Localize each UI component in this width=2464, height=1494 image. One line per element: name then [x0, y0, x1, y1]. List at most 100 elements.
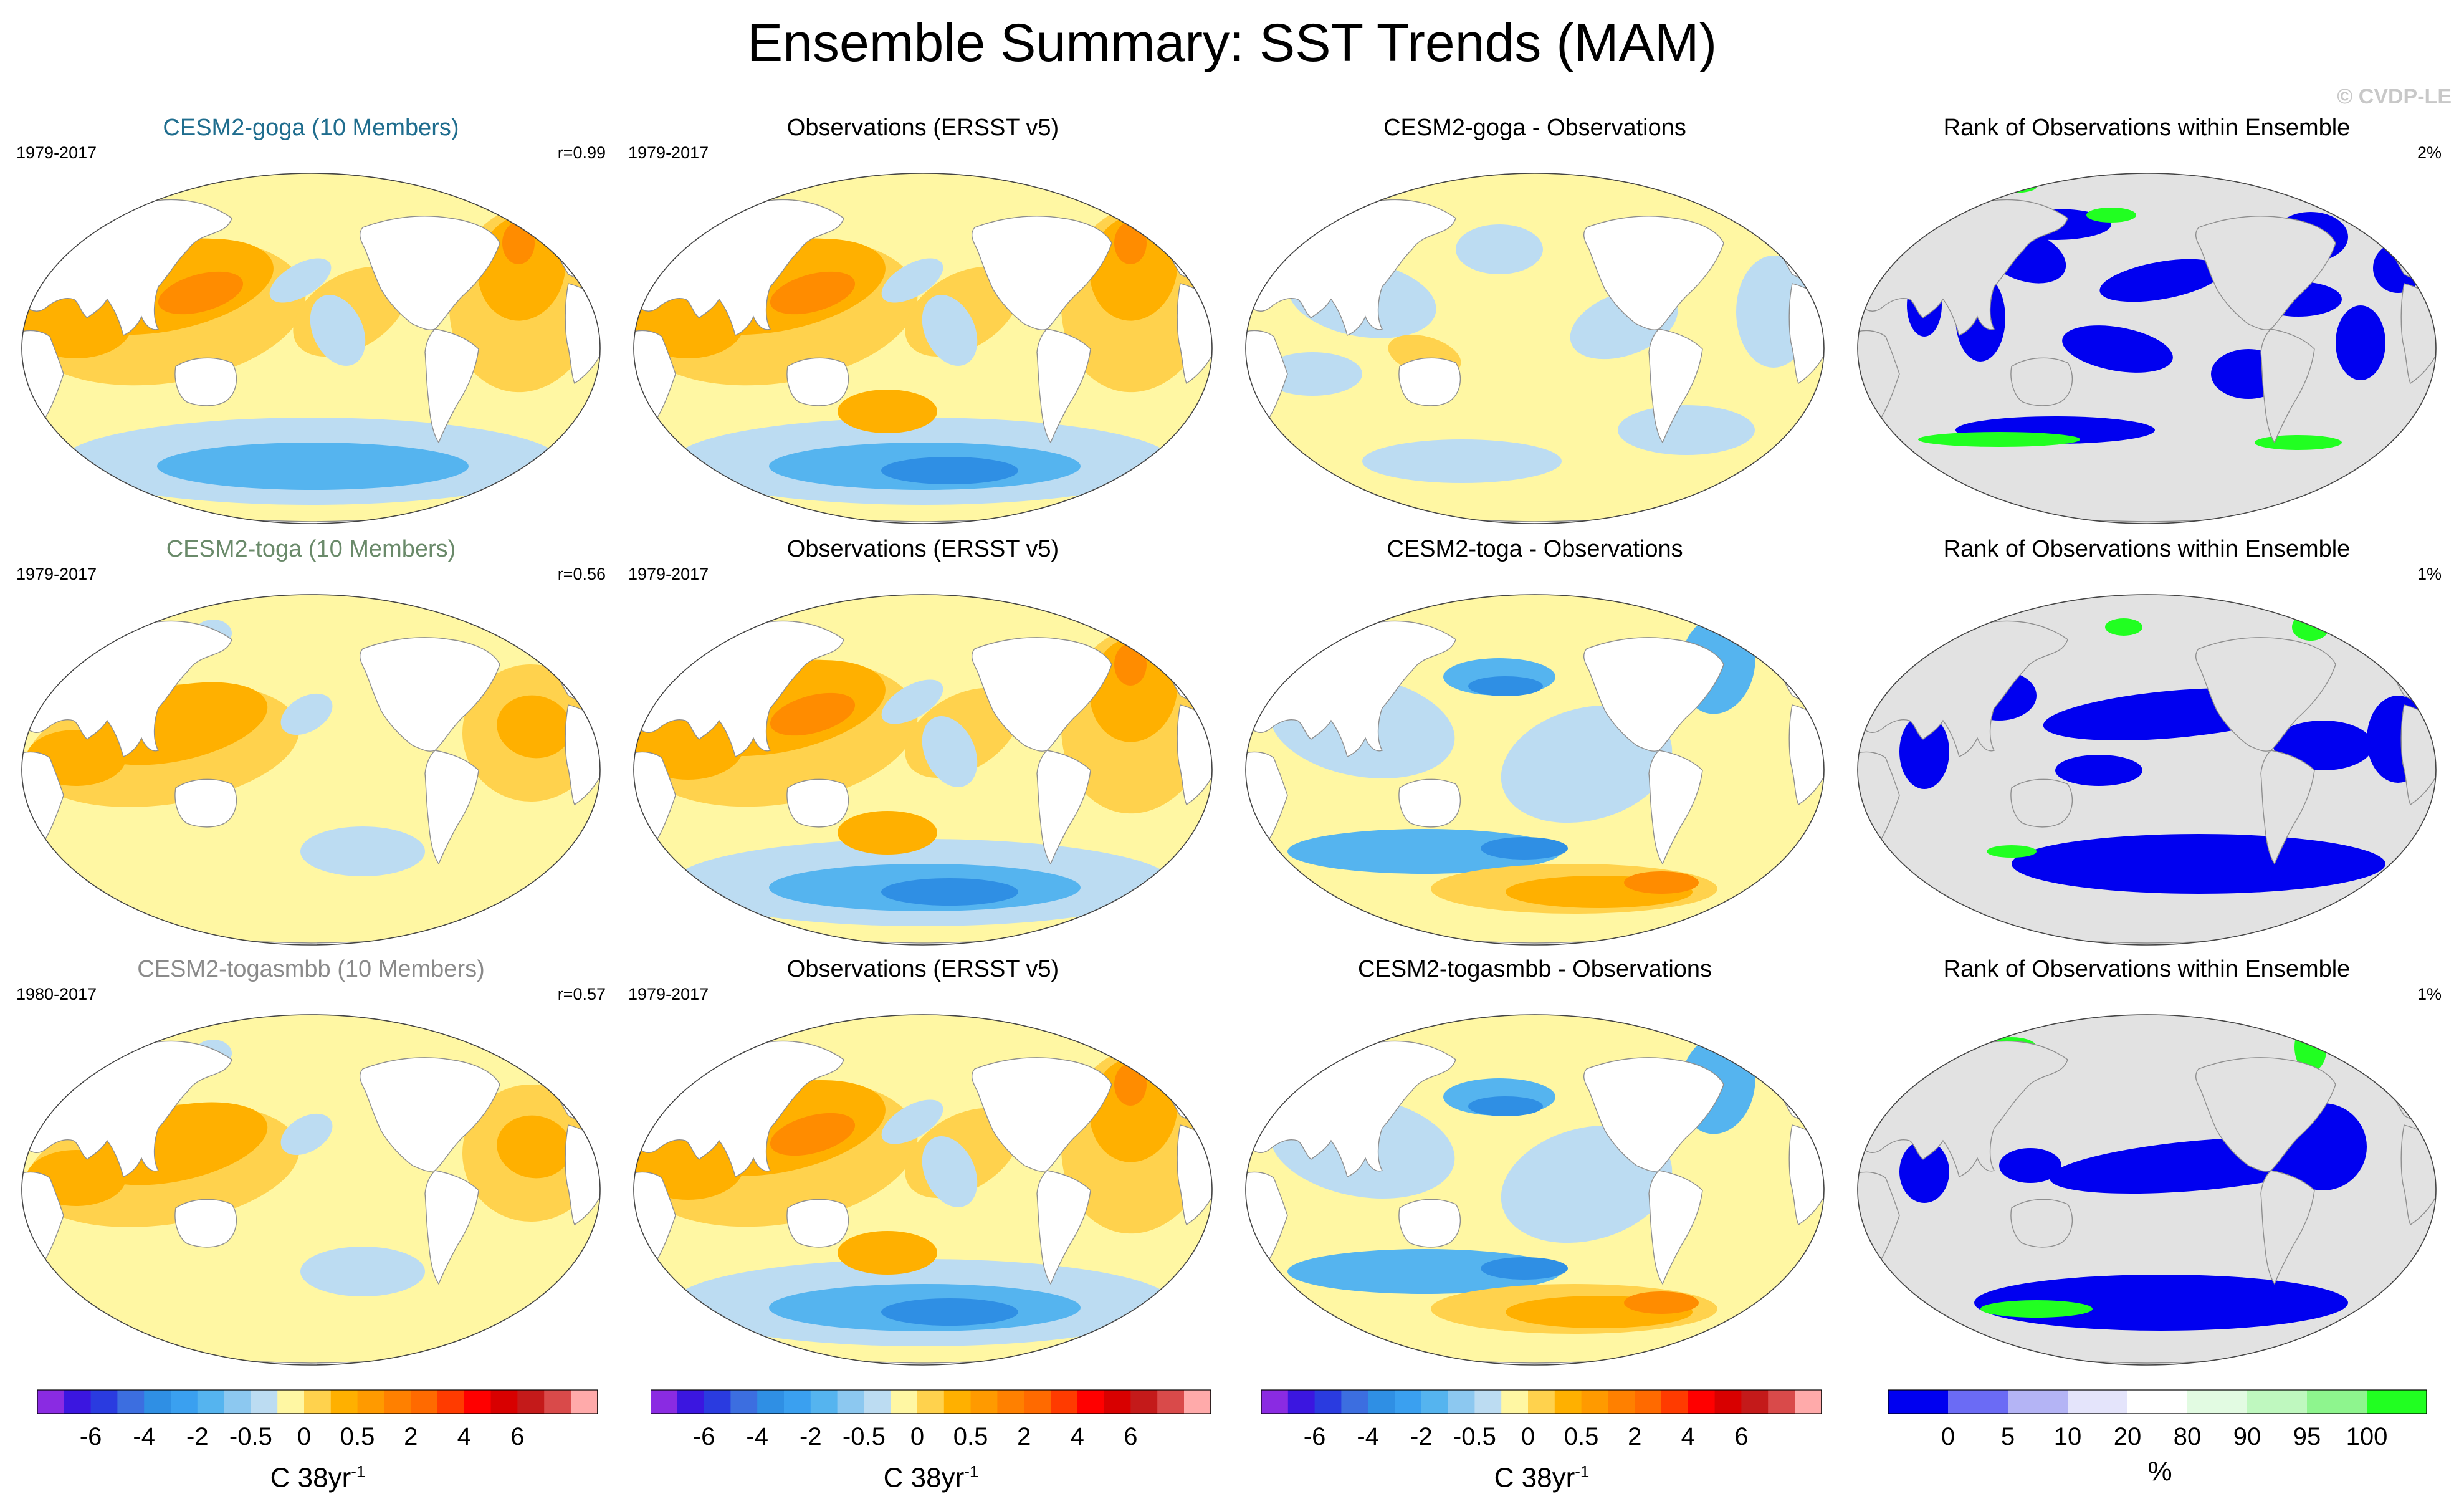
north-america-landmass: [1583, 1057, 1724, 1172]
map-panel: CESM2-togasmbb - Observations: [1229, 947, 1841, 1370]
colorbar-tick-label: 5: [2001, 1423, 2015, 1450]
cool-patch: [1618, 405, 1755, 455]
colorbar-swatch: [1768, 1390, 1795, 1414]
colorbar-swatch: [544, 1390, 571, 1414]
colorbar-swatch: [1024, 1390, 1051, 1414]
map-panel: Rank of Observations within Ensemble 1%: [1841, 527, 2453, 950]
colorbar-unit-text: C 38yr: [270, 1462, 351, 1493]
colorbar-swatch: [197, 1390, 225, 1414]
warm-hotspot: [770, 1113, 856, 1156]
warm-hotspot: [502, 222, 535, 264]
colorbar-swatch: [117, 1390, 145, 1414]
colorbar-tick-label: 4: [457, 1423, 471, 1450]
panel-stat: r=0.99: [557, 143, 606, 162]
cool-patch: [300, 1247, 425, 1296]
panel-stat: r=0.56: [557, 565, 606, 583]
colorbar-tick-label: -6: [80, 1423, 102, 1450]
colorbar: -6 -4 -2 -0.5 0 0.5 2 4 6 C 38yr-1: [37, 1382, 598, 1493]
north-america-landmass: [1583, 216, 1724, 330]
colorbar: -6 -4 -2 -0.5 0 0.5 2 4 6 C 38yr-1: [1261, 1382, 1822, 1493]
colorbar-unit-text: %: [2147, 1456, 2172, 1487]
south-america-landmass: [2260, 1170, 2315, 1285]
colorbar-tick-label: 6: [510, 1423, 524, 1450]
colorbar-unit: %: [1879, 1456, 2440, 1487]
colorbar-unit-exponent: -1: [964, 1462, 979, 1481]
colorbar-swatch: [1448, 1390, 1475, 1414]
colorbar-tick-label: -6: [1304, 1423, 1326, 1450]
colorbar-swatch: [304, 1390, 332, 1414]
warm-hotspot: [770, 692, 856, 736]
map-trend: [1245, 594, 1825, 946]
panel-title: Observations (ERSST v5): [786, 115, 1059, 141]
colorbar-swatch: [1395, 1390, 1422, 1414]
cool-core: [1468, 1096, 1543, 1116]
colorbar-tick-label: 0.5: [340, 1423, 375, 1450]
australia-landmass: [786, 778, 849, 828]
south-america-landmass: [2260, 750, 2315, 865]
colorbar-frame: [37, 1389, 598, 1414]
australia-landmass: [786, 357, 849, 406]
colorbar-swatch: [677, 1390, 705, 1414]
colorbar-swatch: [2127, 1390, 2188, 1414]
colorbar-swatch: [437, 1390, 465, 1414]
north-america-landmass: [2195, 637, 2336, 752]
map-panel: Observations (ERSST v5) 1979-2017: [617, 527, 1229, 950]
north-america-landmass: [359, 216, 500, 330]
warm-band-core: [1624, 1291, 1699, 1314]
colorbar-unit: C 38yr-1: [1261, 1456, 1822, 1494]
north-america-landmass: [971, 1057, 1112, 1172]
map-outline: [633, 1014, 1213, 1366]
rank-above-ensemble: [1918, 432, 2080, 447]
map-rank: [1857, 1014, 2437, 1366]
map-panel: CESM2-goga - Observations: [1229, 106, 1841, 529]
colorbar-swatch: [1714, 1390, 1742, 1414]
map-panel: CESM2-goga (10 Members) 1979-2017 r=0.99: [5, 106, 617, 529]
map-outline: [633, 173, 1213, 524]
panel-title: CESM2-goga - Observations: [1383, 115, 1686, 141]
colorbar-tick-label: 0: [297, 1423, 311, 1450]
australia-landmass: [2010, 778, 2073, 828]
colorbar-swatch: [2307, 1390, 2367, 1414]
south-america-landmass: [1036, 750, 1091, 865]
warm-hotspot: [668, 1022, 693, 1037]
colorbar-swatch: [1130, 1390, 1158, 1414]
south-america-landmass: [424, 328, 479, 444]
colorbar-tick-label: 6: [1124, 1423, 1137, 1450]
colorbar-swatch: [810, 1390, 838, 1414]
colorbar-swatch: [571, 1390, 598, 1414]
map-outline: [1245, 173, 1825, 524]
north-america-landmass: [2195, 216, 2336, 330]
colorbar-swatch: [2187, 1390, 2248, 1414]
panel-title: CESM2-togasmbb - Observations: [1357, 956, 1712, 982]
south-america-landmass: [1648, 1170, 1703, 1285]
cool-tongue: [280, 693, 333, 735]
colorbar-swatch: [1474, 1390, 1502, 1414]
map-outline: [1857, 173, 2437, 524]
south-america-landmass: [424, 750, 479, 865]
colorbar-swatch: [1581, 1390, 1608, 1414]
cool-tongue: [881, 258, 943, 303]
colorbar-swatch: [2367, 1390, 2427, 1414]
australia-landmass: [174, 357, 237, 406]
map-field: [1246, 1015, 1824, 1365]
colorbar-swatch: [1051, 1390, 1078, 1414]
warm-hotspot: [668, 602, 693, 617]
colorbar-graphic: -6 -4 -2 -0.5 0 0.5 2 4 6: [1261, 1389, 1822, 1450]
colorbar-swatch: [784, 1390, 811, 1414]
colorbar-swatch: [1948, 1390, 2008, 1414]
colorbar-unit-exponent: -1: [1575, 1462, 1590, 1481]
rank-above-ensemble: [1987, 845, 2037, 858]
colorbar-tick-label: 20: [2114, 1423, 2142, 1450]
south-america-landmass: [1648, 328, 1703, 444]
panel-title: Rank of Observations within Ensemble: [1943, 536, 2351, 562]
rank-below-ensemble: [2062, 325, 2173, 373]
map-panel: Rank of Observations within Ensemble 2%: [1841, 106, 2453, 529]
colorbar-swatch: [330, 1390, 358, 1414]
map-rank: [1857, 594, 2437, 946]
southern-ocean-cool-core: [881, 878, 1018, 906]
rank-below-ensemble: [2373, 243, 2423, 293]
panel-title: CESM2-toga - Observations: [1387, 536, 1683, 562]
colorbar-swatch: [917, 1390, 945, 1414]
map-outline: [21, 1014, 601, 1366]
colorbar-swatch: [1661, 1390, 1689, 1414]
